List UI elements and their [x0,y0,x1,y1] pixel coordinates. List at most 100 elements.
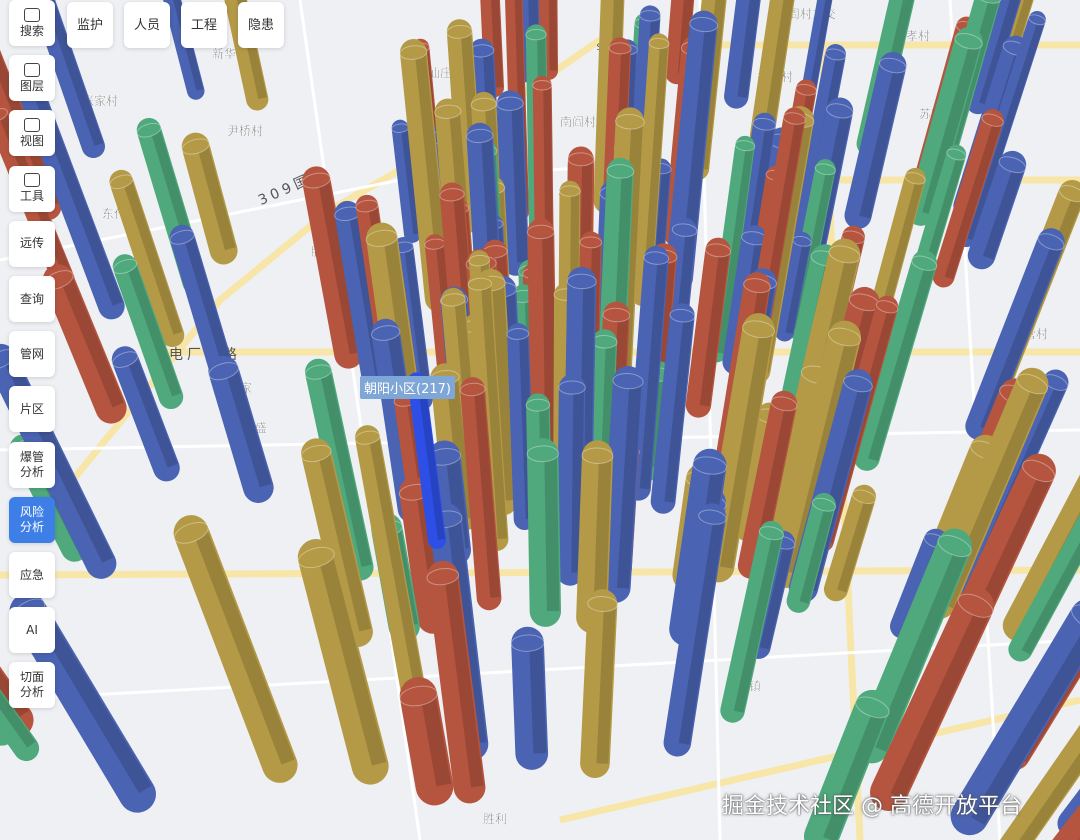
cylinder-body [426,560,486,804]
button-label: 爆管 [19,449,44,464]
top-button[interactable]: 人员 [124,2,170,48]
watermark: 掘金技术社区 @ 高德开放平台 [722,794,1022,819]
cylinder-top [795,83,817,96]
sidebar-button[interactable]: AI [9,607,55,654]
cylinder-body [304,358,374,581]
button-label: 工具 [19,189,44,204]
cylinder-top [446,25,473,39]
button-label: 管网 [19,346,44,361]
cylinder-shade [404,246,432,400]
cylinder-top [526,224,555,240]
cylinder-body [1008,514,1080,662]
cylinder-body [208,355,274,503]
cylinder-shade [0,669,29,720]
cylinder-body [173,515,298,783]
cylinder-body [853,250,938,471]
cylinder-shade [873,546,970,752]
cylinder-top [181,138,210,155]
cylinder [803,689,890,840]
cylinder-top [506,328,530,340]
cylinder-shade [879,178,925,317]
sidebar-button[interactable]: 图层 [9,55,55,102]
cylinder-top [1058,185,1080,203]
tooltip: 朝阳小区(217) [360,376,455,399]
cylinder [538,0,559,81]
cylinder-shade [890,606,991,800]
cylinder-shade [492,282,517,501]
sidebar-button[interactable]: 管网 [9,331,55,378]
sidebar-button[interactable]: 爆管 分析 [9,441,55,488]
cylinder-top [112,258,138,275]
cylinder-top [1028,14,1047,26]
cylinder-body [1000,724,1080,840]
cylinder-top [879,57,907,74]
cylinder [844,51,907,230]
cylinder-top [208,362,239,381]
cylinder-top [698,509,727,525]
cylinder-shade [317,450,372,632]
cylinder-shade [368,435,425,690]
cylinder [354,425,426,703]
cylinder-top [770,396,798,412]
cylinder-body [163,0,205,100]
button-label: 片区 [19,401,44,416]
cylinder [297,539,389,785]
cylinder-shade [737,0,760,98]
cylinder-top [109,174,134,190]
cylinder-shade [44,0,104,147]
cylinder-body [556,374,586,586]
cylinder [224,0,269,111]
sidebar-button[interactable]: 风险 分析 [9,496,55,543]
cylinder-top [937,535,972,558]
cylinder-shade [417,380,446,540]
cylinder-top [470,97,497,112]
cylinder-body [507,323,536,531]
top-button[interactable]: 隐患 [238,2,284,48]
cylinder [966,0,1021,115]
cylinder-body [844,51,907,230]
button-label: 应急 [19,567,44,582]
top-button[interactable]: 工程 [181,2,227,48]
cylinder-shade [511,103,528,263]
cylinder-shade [548,0,558,71]
sidebar-button[interactable]: 片区 [9,386,55,433]
place-label: 镇 [749,679,761,693]
sidebar-button[interactable]: 工具 [9,165,55,212]
sidebar-button[interactable]: 切面 分析 [9,662,55,709]
cylinder-shade [922,41,981,216]
cylinder-shade [529,642,547,754]
cylinder-top [814,163,836,176]
cylinder-shade [444,574,484,788]
cylinder-shade [664,315,694,503]
cylinder-body [967,150,1027,270]
cylinder-top [169,229,195,245]
street [298,0,422,840]
sidebar-button[interactable]: 视图 [9,110,55,157]
cylinder-shade [173,0,204,91]
cylinder-top [669,308,696,323]
cylinder-body [538,0,559,81]
cylinder-body [868,167,926,325]
cylinder [426,560,486,804]
cylinder-body [749,0,795,148]
cylinder-shade [473,388,501,598]
cylinder-shade [759,542,794,650]
cylinder-shade [719,329,773,569]
cylinder [775,232,812,342]
cylinder-shade [126,262,182,397]
place-label: 尹桥村 [227,124,263,138]
button-label: AI [26,622,38,637]
cylinder-shade [236,0,267,100]
top-button[interactable]: 监护 [67,2,113,48]
cylinder-body [576,440,613,633]
cylinder-shade [319,369,372,567]
cylinder-body [965,228,1065,440]
cylinder-body [724,0,761,109]
sidebar-button[interactable]: 应急 [9,552,55,598]
sidebar-button[interactable]: 查询 [9,276,55,322]
cylinder-shade [122,178,183,335]
sidebar-button[interactable]: 远传 [9,220,55,267]
cylinder-top [612,372,644,390]
sidebar-button[interactable]: 搜索 [9,0,55,46]
